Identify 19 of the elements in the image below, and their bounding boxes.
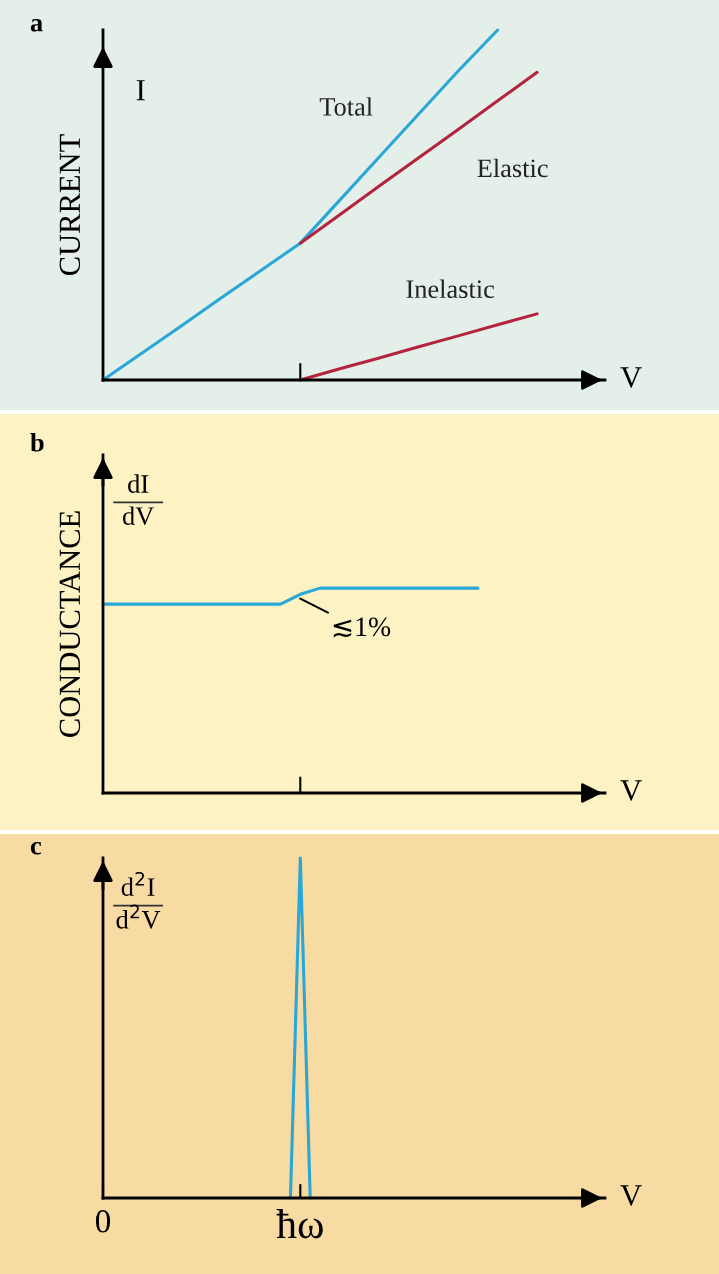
text: dV [122, 506, 154, 526]
x-axis-title: V [620, 1185, 642, 1206]
y-axis-title: CONDUCTANCE [59, 511, 81, 737]
annotation: d$^{2}$V [116, 904, 161, 929]
text: dI [128, 474, 149, 493]
chart-title: c [30, 841, 42, 855]
y-axis-title: CURRENT [59, 134, 81, 276]
series-label: Total [319, 97, 373, 116]
annotation: ≲1% [333, 617, 391, 638]
chart-title: b [30, 433, 44, 452]
x-tick-label: ħω [276, 1209, 323, 1239]
annotation: I [136, 80, 145, 101]
series-label: Inelastic [406, 279, 495, 299]
chart-title: a [30, 18, 43, 32]
series-label: Elastic [477, 158, 548, 178]
annotation: d$^{2}$I [121, 871, 155, 896]
x-tick-label: 0 [95, 1210, 111, 1233]
x-axis-title: V [620, 780, 642, 801]
x-axis-title: V [620, 367, 642, 388]
